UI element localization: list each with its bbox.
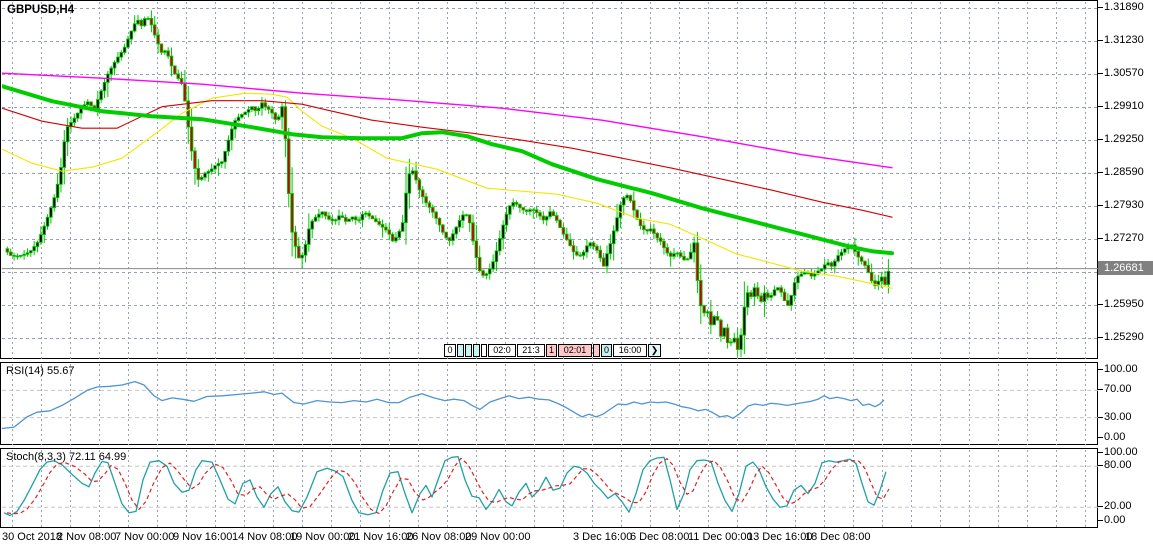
- stoch-level-lines: [2, 465, 1098, 508]
- object-tag-0[interactable]: 0: [601, 344, 612, 357]
- axis-tick: [1098, 506, 1103, 508]
- ma-yellow-fast: [2, 92, 893, 289]
- axis-tick: [1098, 337, 1103, 339]
- time-axis-label: 30 Oct 2018: [2, 531, 62, 543]
- price-axis-label: 1.25950: [1104, 298, 1144, 311]
- rsi-axis-label: 70.00: [1104, 383, 1132, 396]
- price-axis-label: 1.30570: [1104, 67, 1144, 80]
- axis-tick: [1098, 238, 1103, 240]
- price-axis-label: 1.29910: [1104, 100, 1144, 113]
- axis-tick: [1098, 73, 1103, 75]
- price-axis-label: 1.29250: [1104, 133, 1144, 146]
- time-axis-label: 6 Dec 08:00: [630, 531, 690, 543]
- object-tag-213[interactable]: 21:3: [517, 344, 545, 357]
- object-tag[interactable]: [481, 344, 487, 357]
- axis-tick: [1098, 451, 1103, 453]
- axis-tick: [1098, 465, 1103, 467]
- time-axis-label: 9 Nov 16:00: [173, 531, 233, 543]
- time-axis-label: 29 Nov 00:00: [465, 531, 531, 543]
- time-axis-label: 13 Dec 16:00: [747, 531, 813, 543]
- rsi-line: [2, 380, 885, 430]
- time-axis-label: 18 Dec 08:00: [805, 531, 871, 543]
- time-axis-label: 3 Dec 16:00: [573, 531, 633, 543]
- stochastic-pane: Stoch(8,3,3) 72.11 64.99: [0, 448, 1098, 528]
- stoch-axis-label: 0.00: [1104, 514, 1126, 526]
- rsi-label: RSI(14) 55.67: [6, 365, 75, 377]
- axis-tick: [1098, 416, 1103, 418]
- object-tag[interactable]: [473, 344, 480, 357]
- price-axis-label: 1.31230: [1104, 34, 1144, 47]
- axis-tick: [1098, 7, 1103, 9]
- candles-layer: [5, 10, 891, 357]
- stochastic-canvas[interactable]: [2, 450, 1098, 528]
- time-axis-label: 14 Nov 08:00: [232, 531, 298, 543]
- chart-objects-row: 0 02:0 21:3 1 02:01 0 16:00 ❯: [444, 344, 662, 357]
- price-axis-label: 1.28590: [1104, 166, 1144, 179]
- time-axis-label: 19 Nov 00:00: [290, 531, 356, 543]
- axis-tick: [1098, 106, 1103, 108]
- time-axis[interactable]: 30 Oct 2018 2 Nov 08:00 7 Nov 00:00 9 Nov 1…: [0, 529, 1153, 546]
- ma-magenta-slow: [2, 72, 893, 169]
- axis-tick: [1098, 520, 1103, 521]
- object-tag[interactable]: [593, 344, 600, 357]
- price-axis[interactable]: 1.31890 1.31230 1.30570 1.29910 1.29250 1.285…: [1098, 0, 1153, 546]
- symbol-timeframe-label: GBPUSD,H4: [7, 4, 75, 16]
- axis-tick: [1098, 369, 1103, 370]
- axis-tick: [1098, 205, 1103, 207]
- stoch-vertical-grid: [12, 450, 1086, 528]
- object-tag-1600[interactable]: 16:00: [613, 344, 647, 357]
- current-price-tag: 1.26681: [1098, 260, 1153, 275]
- main-chart-pane: GBPUSD,H4 0 02:0 21:3 1 02:01 0 16:00 ❯: [0, 0, 1098, 359]
- object-tag-0[interactable]: 0: [444, 344, 456, 357]
- time-axis-label: 21 Nov 16:00: [348, 531, 414, 543]
- stochastic-label: Stoch(8,3,3) 72.11 64.99: [6, 451, 127, 463]
- object-tag-[interactable]: ❯: [648, 344, 661, 357]
- object-tag-0201[interactable]: 02:01: [558, 344, 592, 357]
- axis-tick: [1098, 389, 1103, 391]
- rsi-vertical-grid: [12, 364, 1086, 445]
- ma-green-thick: [2, 84, 894, 256]
- object-tag[interactable]: [465, 344, 472, 357]
- stoch-axis-label: 80.00: [1104, 459, 1132, 472]
- main-horizontal-grid: [2, 8, 1098, 339]
- axis-tick: [1098, 437, 1103, 438]
- time-axis-label: 2 Nov 08:00: [57, 531, 117, 543]
- rsi-canvas[interactable]: [2, 364, 1098, 445]
- ma-red-mid: [2, 100, 893, 218]
- rsi-axis-label: 30.00: [1104, 410, 1132, 423]
- stoch-axis-label: 100.00: [1104, 445, 1138, 458]
- price-axis-label: 1.27930: [1104, 199, 1144, 212]
- axis-tick: [1098, 304, 1103, 306]
- stoch-k-line: [3, 455, 887, 517]
- stoch-axis-label: 20.00: [1104, 500, 1132, 513]
- rsi-level-lines: [2, 389, 1098, 419]
- time-axis-label: 7 Nov 00:00: [115, 531, 175, 543]
- time-axis-label: 26 Nov 08:00: [406, 531, 472, 543]
- price-axis-label: 1.27270: [1104, 232, 1144, 245]
- object-tag[interactable]: [457, 344, 464, 357]
- rsi-axis-label: 0.00: [1104, 431, 1126, 443]
- axis-tick: [1098, 172, 1103, 174]
- rsi-axis-label: 100.00: [1104, 363, 1138, 375]
- time-axis-label: 11 Dec 00:00: [688, 531, 753, 543]
- price-axis-label: 1.31890: [1104, 1, 1144, 14]
- axis-tick: [1098, 40, 1103, 42]
- axis-tick: [1098, 139, 1103, 141]
- object-tag-1[interactable]: 1: [546, 344, 557, 357]
- rsi-pane: RSI(14) 55.67: [0, 362, 1098, 445]
- stoch-d-line: [6, 457, 890, 515]
- price-axis-label: 1.25290: [1104, 331, 1144, 344]
- main-chart-canvas[interactable]: [2, 2, 1098, 359]
- object-tag-020[interactable]: 02:0: [488, 344, 516, 357]
